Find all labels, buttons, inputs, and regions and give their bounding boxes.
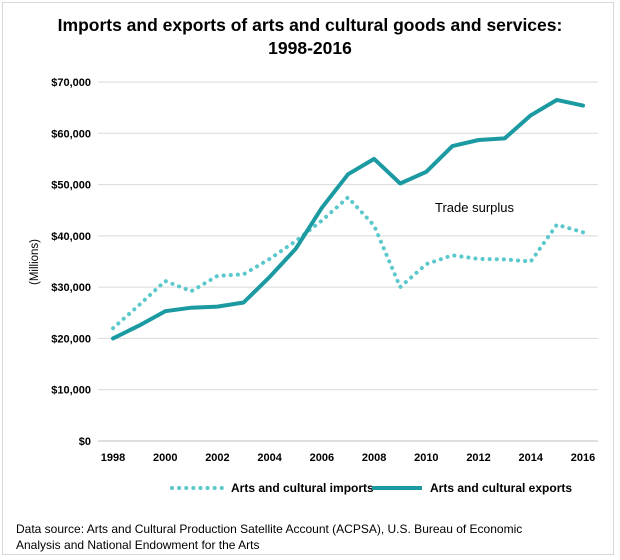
x-tick-label: 2016 — [571, 452, 595, 464]
y-tick-label: $50,000 — [51, 180, 91, 192]
y-tick-label: $30,000 — [51, 282, 91, 294]
exports-line — [111, 97, 585, 341]
y-tick-label: $20,000 — [51, 333, 91, 345]
x-tick-label: 2004 — [257, 452, 282, 464]
y-axis-label: (Millions) — [29, 239, 41, 285]
x-tick-label: 2002 — [205, 452, 229, 464]
data-source-note: Data source: Arts and Cultural Productio… — [16, 521, 606, 553]
chart-title: Imports and exports of arts and cultural… — [0, 14, 620, 60]
data-source-line-1: Data source: Arts and Cultural Productio… — [16, 522, 523, 536]
legend: Arts and cultural imports Arts and cultu… — [170, 481, 572, 495]
y-tick-label: $0 — [79, 436, 91, 448]
x-tick-label: 2006 — [310, 452, 334, 464]
x-tick-label: 1998 — [101, 452, 125, 464]
y-tick-label: $10,000 — [51, 385, 91, 397]
x-tick-label: 2012 — [466, 452, 490, 464]
chart-title-line-1: Imports and exports of arts and cultural… — [57, 15, 563, 35]
x-tick-label: 2000 — [153, 452, 177, 464]
data-source-line-2: Analysis and National Endowment for the … — [16, 538, 260, 552]
legend-exports-label: Arts and cultural exports — [430, 481, 572, 495]
legend-imports-label: Arts and cultural imports — [231, 481, 374, 495]
x-tick-label: 2014 — [519, 452, 544, 464]
x-axis-ticks: 1998 2000 2002 2004 2006 2008 2010 2012 2014 2016 — [101, 452, 595, 464]
series-lines — [111, 97, 585, 341]
chart-title-line-2: 1998-2016 — [268, 38, 352, 58]
imports-line — [111, 195, 585, 331]
y-tick-label: $60,000 — [51, 128, 91, 140]
y-axis-ticks: $0 $10,000 $20,000 $30,000 $40,000 $50,000 $60… — [51, 77, 91, 448]
x-tick-label: 2010 — [414, 452, 438, 464]
chart-frame — [2, 2, 614, 555]
trade-surplus-annotation: Trade surplus — [435, 200, 514, 215]
y-tick-label: $40,000 — [51, 231, 91, 243]
y-tick-label: $70,000 — [51, 77, 91, 89]
x-tick-label: 2008 — [362, 452, 386, 464]
gridlines — [98, 81, 598, 442]
